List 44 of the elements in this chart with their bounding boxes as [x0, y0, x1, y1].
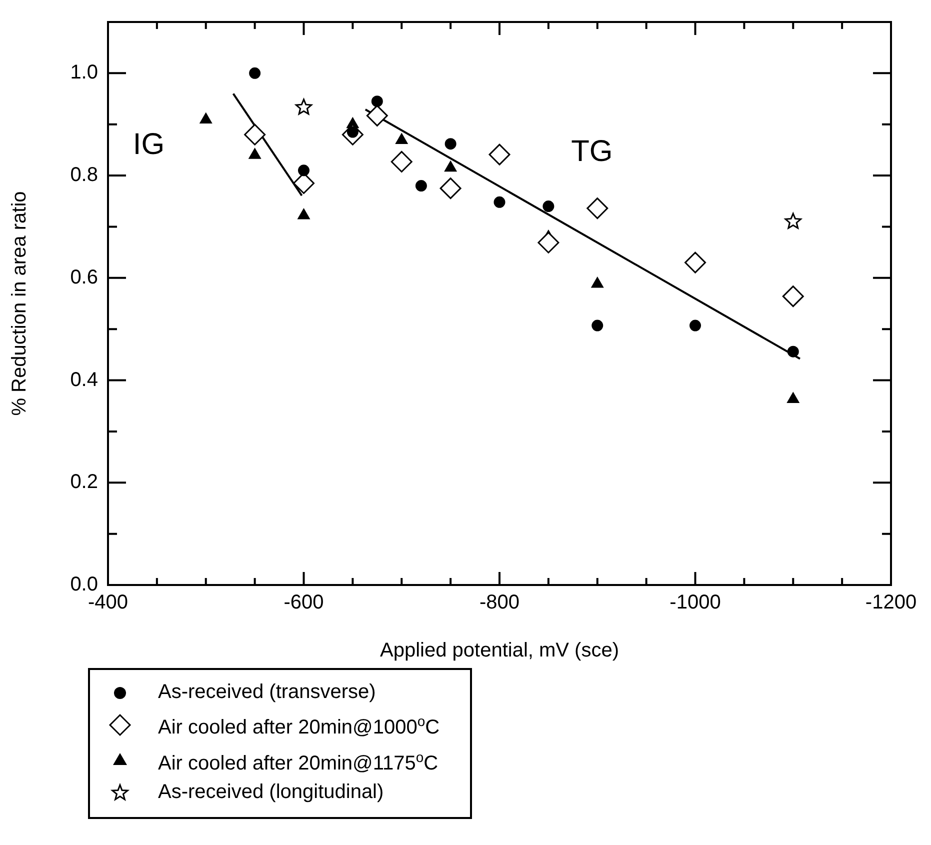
point: [248, 148, 261, 159]
y-tick-label: 0.2: [70, 471, 98, 494]
point: [371, 96, 383, 108]
point: [684, 252, 706, 274]
legend-label: As-received (transverse): [158, 680, 376, 705]
y-axis-title: % Reduction in area ratio: [8, 191, 31, 416]
point: [444, 161, 457, 172]
x-axis-title: Applied potential, mV (sce): [380, 640, 620, 662]
point: [298, 208, 310, 220]
x-tick-label: -600: [284, 592, 324, 614]
point: [494, 196, 506, 208]
annotation: TG: [571, 134, 613, 168]
legend-label: Air cooled after 20min@1000$^{o}$C: [158, 712, 440, 741]
legend-label: Air cooled after 20min@1175$^{o}$C: [158, 748, 438, 776]
x-tick-label: -1200: [865, 592, 917, 614]
point: [542, 200, 554, 212]
point: [784, 212, 802, 229]
point: [295, 98, 312, 115]
point: [396, 133, 408, 144]
point: [592, 320, 604, 332]
point: [244, 124, 266, 146]
point: [586, 198, 608, 220]
point: [591, 277, 604, 288]
point: [787, 346, 799, 358]
y-tick-label: 1.0: [70, 62, 98, 84]
point: [298, 164, 310, 176]
x-tick-label: -1000: [670, 592, 721, 614]
point: [782, 286, 804, 308]
y-tick-label: 0.6: [70, 266, 98, 288]
point: [440, 178, 462, 200]
point: [415, 180, 427, 192]
point: [488, 144, 510, 166]
annotation: IG: [132, 128, 165, 162]
x-tick-label: -800: [479, 592, 520, 614]
point: [366, 104, 388, 126]
point: [249, 67, 261, 79]
point: [444, 138, 456, 150]
y-tick-label: 0.4: [70, 368, 98, 391]
point: [390, 150, 412, 172]
point: [200, 113, 212, 124]
point: [690, 320, 701, 332]
y-tick-label: 0.8: [70, 164, 98, 186]
legend-label: As-received (longitudinal): [158, 780, 384, 806]
point: [538, 232, 560, 254]
